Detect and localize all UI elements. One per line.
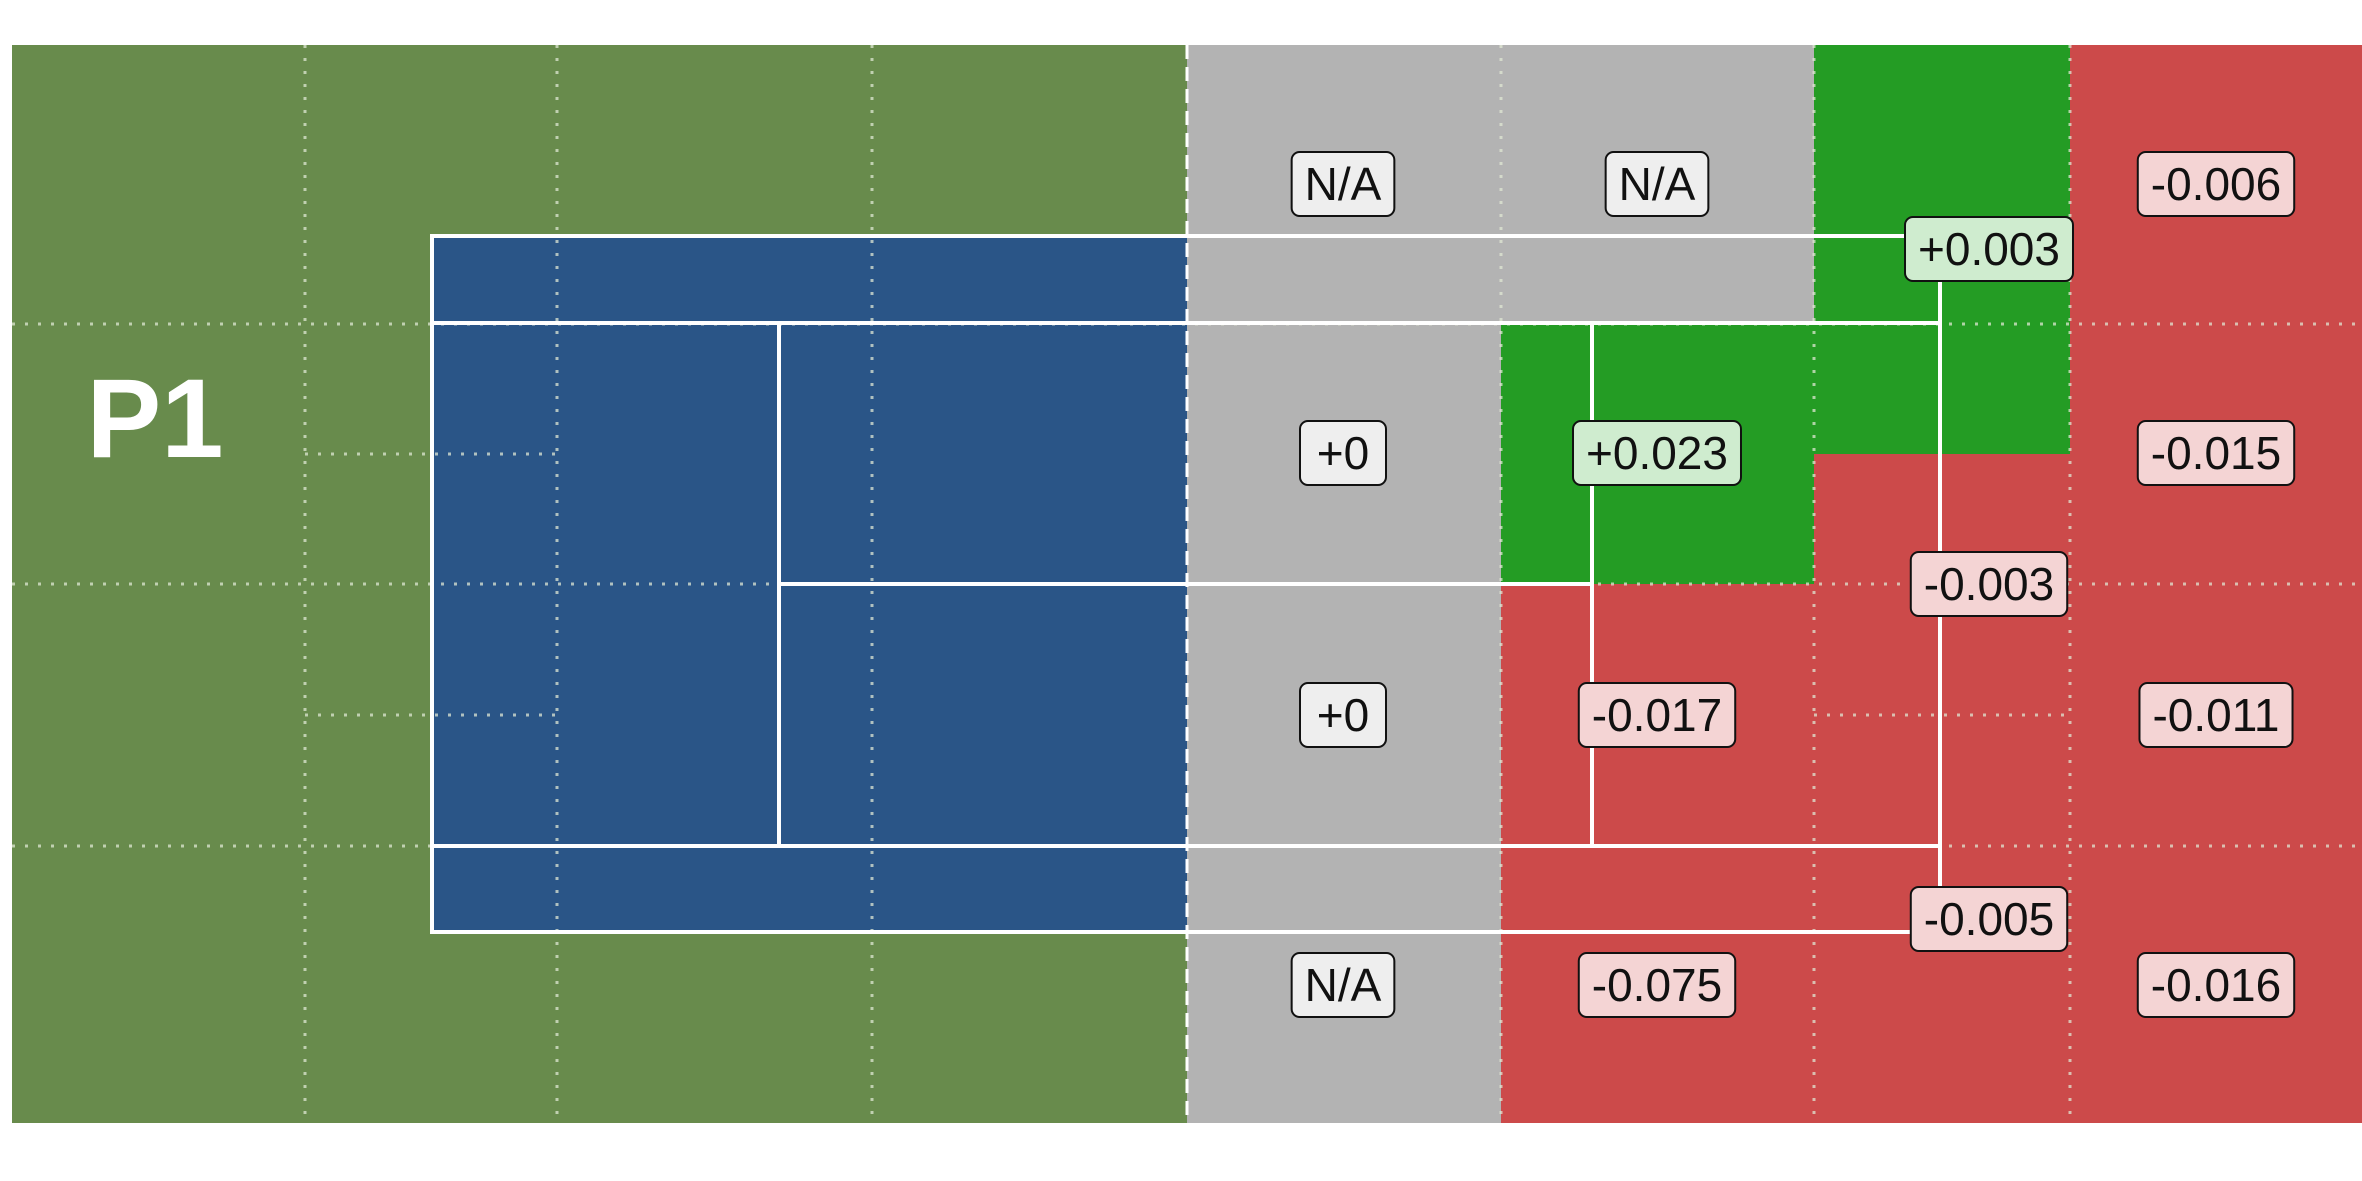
- zone-value-text: N/A: [1305, 959, 1382, 1011]
- zone-value-text: +0: [1317, 689, 1369, 741]
- zone-value-label: -0.003: [1909, 551, 2069, 617]
- zone-value-label: -0.075: [1577, 952, 1737, 1018]
- zone-value-label: -0.006: [2136, 151, 2296, 217]
- zone-value-text: N/A: [1305, 158, 1382, 210]
- zone-value-text: -0.005: [1924, 893, 2054, 945]
- zone-value-text: -0.003: [1924, 558, 2054, 610]
- zone-value-box: [2136, 420, 2296, 486]
- zone-value-text: -0.006: [2151, 158, 2281, 210]
- zone-value-label: N/A: [1290, 952, 1396, 1018]
- player-label: P1: [87, 356, 224, 481]
- zone-value-box: [1904, 216, 2074, 282]
- zone-value-box: [1290, 151, 1396, 217]
- zone-value-box: [1577, 682, 1737, 748]
- value-labels: N/A N/A -0.006 +0.003 +0 +0.023 -0.015 -0.003 +0…: [1290, 151, 2296, 1018]
- zone-value-text: -0.016: [2151, 959, 2281, 1011]
- zone-value-label: -0.016: [2136, 952, 2296, 1018]
- zone-value-box: [1577, 952, 1737, 1018]
- zone-grid: [12, 45, 2362, 1123]
- zone-value-text: -0.075: [1592, 959, 1722, 1011]
- zone-value-text: N/A: [1619, 158, 1696, 210]
- zone-value-label: N/A: [1290, 151, 1396, 217]
- zone-value-label: +0.023: [1572, 420, 1742, 486]
- zone-value-label: +0: [1299, 682, 1387, 748]
- zone-value-box: [2136, 952, 2296, 1018]
- zone-value-text: +0.023: [1586, 427, 1728, 479]
- zone-value-label: -0.015: [2136, 420, 2296, 486]
- zone-value-text: -0.011: [2152, 689, 2279, 741]
- zone-value-box: [1909, 886, 2069, 952]
- zone-value-box: [2138, 682, 2294, 748]
- zone-value-box: [1572, 420, 1742, 486]
- zone-value-label: N/A: [1604, 151, 1710, 217]
- zone-value-box: [2136, 151, 2296, 217]
- zone-value-box: [1604, 151, 1710, 217]
- zone-value-box: [1290, 952, 1396, 1018]
- zone-red-service: [1501, 584, 1814, 1123]
- zone-value-label: -0.017: [1577, 682, 1737, 748]
- zone-value-label: +0: [1299, 420, 1387, 486]
- zone-value-text: -0.015: [2151, 427, 2281, 479]
- zone-value-label: -0.005: [1909, 886, 2069, 952]
- zone-value-text: -0.017: [1592, 689, 1722, 741]
- zone-value-box: [1299, 682, 1387, 748]
- zone-value-box: [1909, 551, 2069, 617]
- zone-value-box: [1299, 420, 1387, 486]
- zone-value-text: +0: [1317, 427, 1369, 479]
- zone-value-label: -0.011: [2138, 682, 2294, 748]
- zone-value-text: +0.003: [1918, 223, 2060, 275]
- zone-value-label: +0.003: [1904, 216, 2074, 282]
